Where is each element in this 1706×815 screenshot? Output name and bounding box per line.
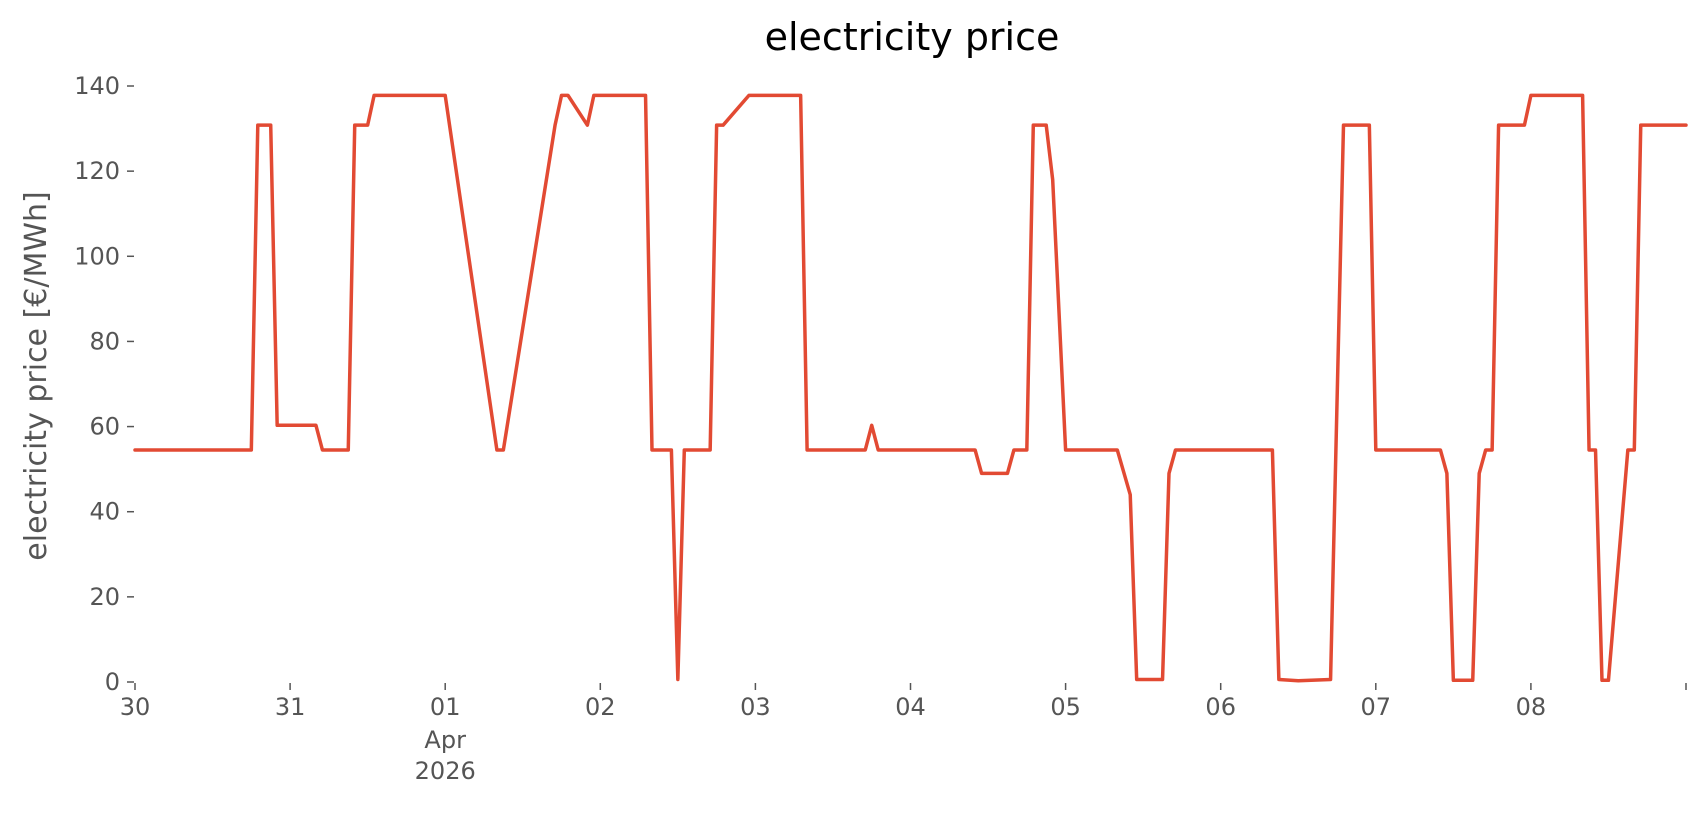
x-axis: 30 31 01 Apr 2026 02 03 04 05 06 07 08 [120,683,1687,785]
y-tick-label: 20 [89,583,120,611]
x-tick-label: 04 [895,693,926,721]
x-tick-label: 31 [275,693,306,721]
y-tick-label: 40 [89,498,120,526]
price-series-line [133,93,1688,683]
x-tick-label: 06 [1205,693,1236,721]
x-tick-label: 05 [1050,693,1081,721]
y-tick-label: 140 [74,72,120,100]
x-tick-label: 30 [120,693,151,721]
chart-title: electricity price [765,15,1060,59]
x-tick-label: 01 [430,693,461,721]
y-tick-label: 80 [89,327,120,355]
y-tick-label: 120 [74,157,120,185]
y-tick-label: 60 [89,413,120,441]
plot-area [133,93,1688,683]
y-axis-label: electricity price [€/MWh] [19,191,54,560]
y-axis: 0 20 40 60 80 100 120 140 [74,72,134,696]
y-tick-label: 100 [74,242,120,270]
x-tick-label: 08 [1516,693,1547,721]
x-tick-label: 02 [585,693,616,721]
x-tick-label: 03 [740,693,771,721]
y-tick-label: 0 [105,668,120,696]
x-tick-month-label: Apr [424,726,466,754]
x-tick-label: 07 [1361,693,1392,721]
x-tick-year-label: 2026 [415,757,476,785]
